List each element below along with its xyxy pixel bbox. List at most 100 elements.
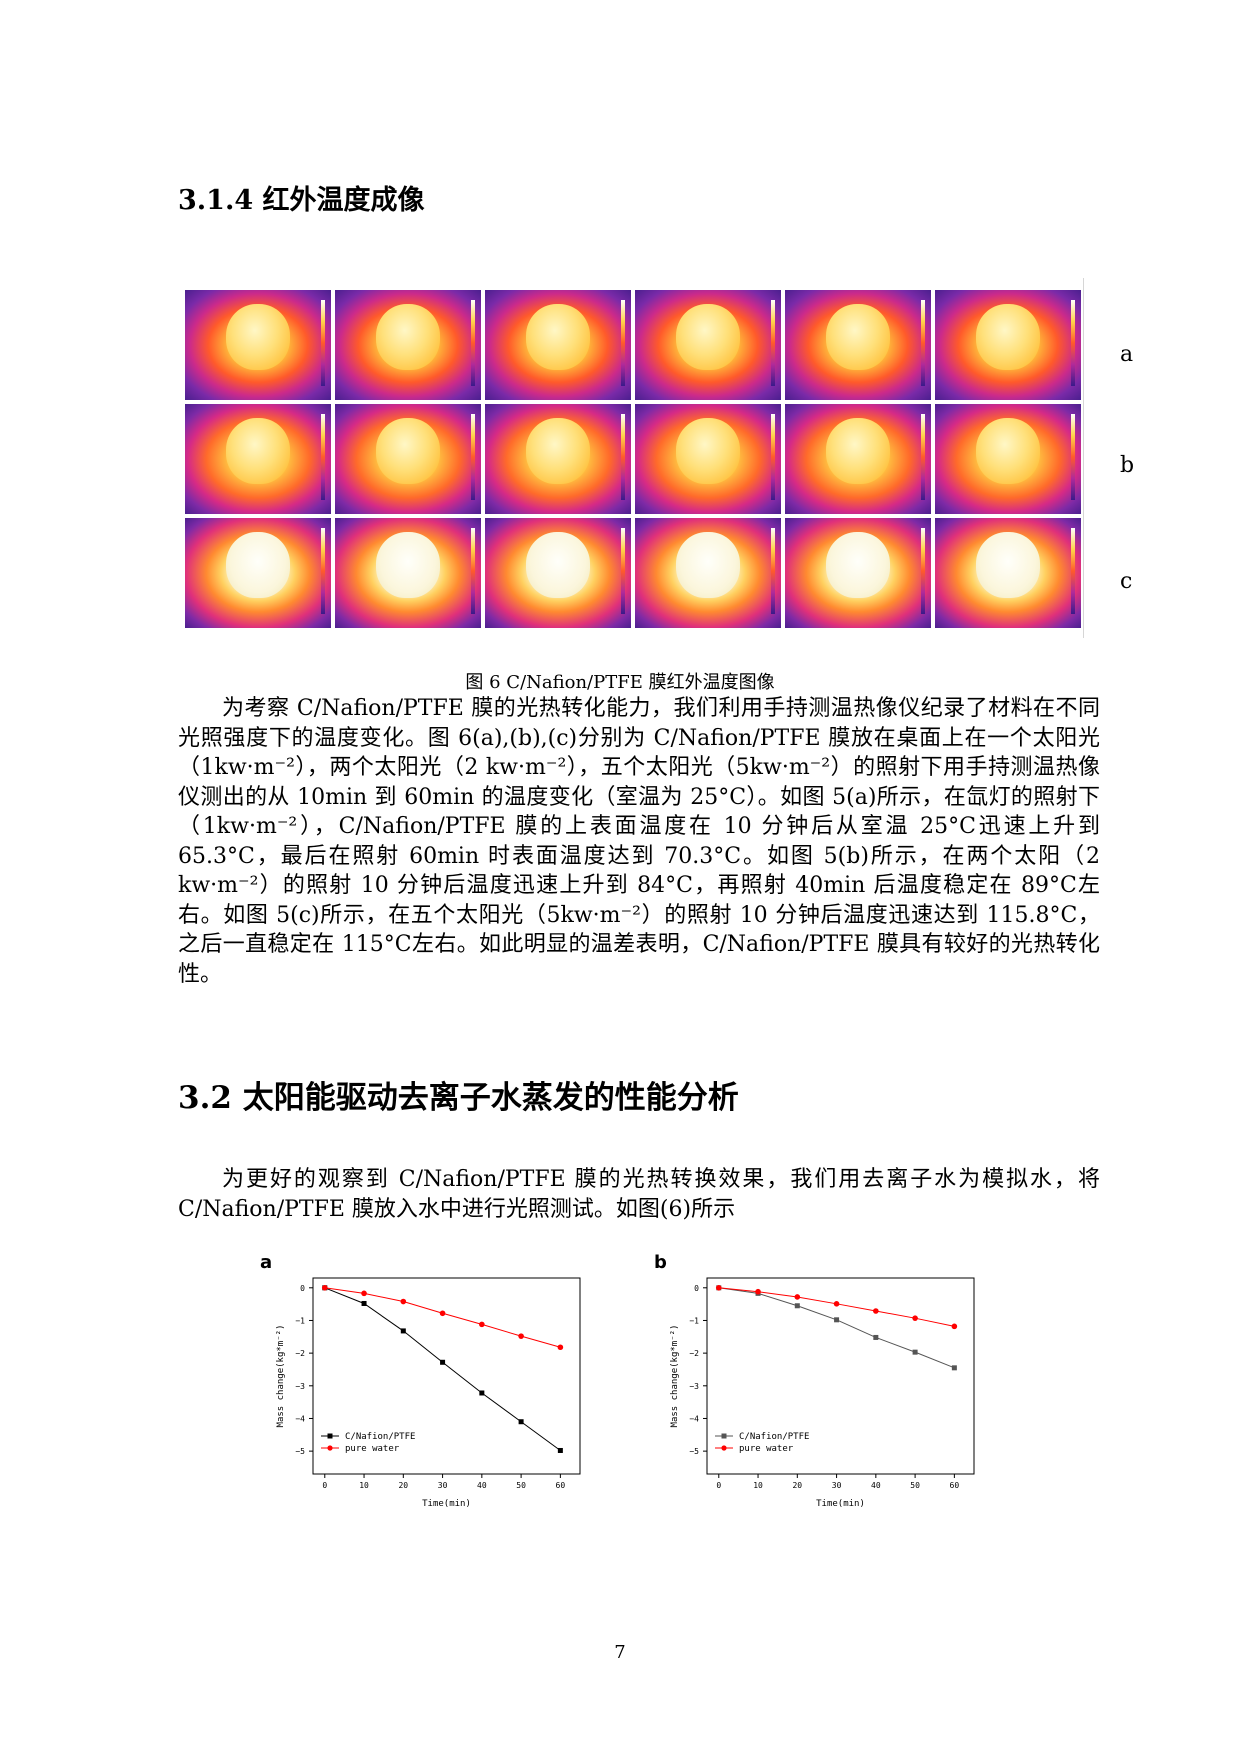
x-tick-label: 10	[359, 1481, 369, 1490]
thermal-image-c-4	[635, 518, 781, 628]
y-tick-label: 0	[300, 1284, 305, 1293]
data-point	[439, 1310, 446, 1317]
thermal-image-c-2	[335, 518, 481, 628]
membrane-hotspot	[526, 304, 590, 370]
image-selection-edge	[1083, 278, 1084, 638]
y-tick-label: −5	[689, 1447, 699, 1456]
y-tick-label: 0	[694, 1284, 699, 1293]
x-tick-label: 20	[398, 1481, 408, 1490]
thermal-image-b-4	[635, 404, 781, 514]
page-number: 7	[614, 1642, 626, 1663]
data-point	[400, 1298, 407, 1305]
temperature-colorbar	[471, 528, 475, 614]
row-label-b: b	[1120, 453, 1135, 478]
data-point	[361, 1290, 367, 1297]
data-point	[557, 1447, 563, 1453]
temperature-colorbar	[771, 300, 775, 386]
x-tick-label: 60	[950, 1481, 960, 1490]
legend-label: C/Nafion/PTFE	[739, 1432, 809, 1442]
y-axis-title: Mass change(kg*m⁻²)	[670, 1325, 680, 1428]
data-point	[833, 1301, 840, 1307]
x-tick-label: 60	[556, 1481, 566, 1490]
temperature-colorbar	[621, 414, 625, 500]
series-line-0	[718, 1287, 955, 1369]
legend-marker	[327, 1433, 333, 1439]
data-point	[873, 1334, 879, 1340]
membrane-hotspot	[976, 418, 1040, 484]
y-tick-label: −2	[689, 1349, 699, 1358]
y-tick-label: −2	[295, 1349, 305, 1358]
membrane-hotspot	[226, 532, 290, 598]
data-point	[873, 1308, 879, 1314]
data-point	[440, 1359, 446, 1365]
thermal-image-a-3	[485, 290, 631, 400]
thermal-image-a-2	[335, 290, 481, 400]
membrane-hotspot	[376, 532, 440, 598]
membrane-hotspot	[226, 418, 290, 484]
data-point	[361, 1300, 367, 1306]
thermal-image-b-2	[335, 404, 481, 514]
membrane-hotspot	[676, 532, 740, 598]
y-tick-label: −1	[689, 1316, 699, 1325]
series-line-1	[324, 1287, 561, 1348]
membrane-hotspot	[226, 304, 290, 370]
legend-marker	[721, 1433, 727, 1439]
y-tick-label: −4	[689, 1414, 699, 1423]
figure-6-caption: 图 6 C/Nafion/PTFE 膜红外温度图像	[465, 672, 775, 693]
temperature-colorbar	[471, 300, 475, 386]
thermal-image-b-5	[785, 404, 931, 514]
x-tick-label: 50	[910, 1481, 920, 1490]
data-point	[794, 1294, 801, 1300]
temperature-colorbar	[771, 414, 775, 500]
thermal-image-b-1	[185, 404, 331, 514]
x-tick-label: 0	[716, 1481, 721, 1490]
data-point	[321, 1285, 328, 1291]
data-point	[557, 1344, 564, 1351]
x-tick-label: 10	[753, 1481, 763, 1490]
temperature-colorbar	[321, 528, 325, 614]
y-tick-label: −1	[295, 1316, 305, 1325]
y-axis-title: Mass change(kg*m⁻²)	[276, 1325, 286, 1428]
mass-change-chart-a: a 0 10 20 30 40 50 60 0 −1 −2 −3 −4 −5 Time(min) Mass c…	[258, 1252, 598, 1517]
temperature-colorbar	[921, 300, 925, 386]
data-point	[951, 1365, 957, 1371]
thermal-image-c-1	[185, 518, 331, 628]
data-point	[755, 1288, 761, 1295]
temperature-colorbar	[321, 300, 325, 386]
x-tick-label: 30	[438, 1481, 448, 1490]
thermal-image-a-4	[635, 290, 781, 400]
plot-frame	[706, 1277, 975, 1475]
row-label-a: a	[1120, 342, 1134, 367]
temperature-colorbar	[771, 528, 775, 614]
panel-label: a	[260, 1252, 272, 1273]
temperature-colorbar	[621, 528, 625, 614]
data-point	[794, 1303, 800, 1309]
thermal-image-a-1	[185, 290, 331, 400]
legend-label: pure water	[739, 1444, 794, 1454]
y-tick-label: −5	[295, 1447, 305, 1456]
x-axis-title: Time(min)	[422, 1499, 471, 1509]
x-axis-title: Time(min)	[816, 1499, 865, 1509]
paragraph-photothermal: 为考察 C/Nafion/PTFE 膜的光热转化能力，我们利用手持测温热像仪纪录…	[178, 696, 1100, 987]
legend-marker	[327, 1445, 333, 1451]
paragraph-evaporation: 为更好的观察到 C/Nafion/PTFE 膜的光热转换效果，我们用去离子水为模…	[178, 1167, 1100, 1222]
thermal-image-b-3	[485, 404, 631, 514]
chart-svg: b 0 10 20 30 40 50 60 0 −1 −2 −3 −4 −5 Time(min) Mass c…	[654, 1252, 975, 1509]
x-tick-label: 40	[871, 1481, 881, 1490]
membrane-hotspot	[676, 418, 740, 484]
legend-marker	[721, 1445, 727, 1451]
data-point	[479, 1390, 485, 1396]
thermal-image-a-6	[935, 290, 1081, 400]
data-point	[912, 1349, 918, 1355]
membrane-hotspot	[526, 532, 590, 598]
chart-svg: a 0 10 20 30 40 50 60 0 −1 −2 −3 −4 −5 Time(min) Mass c…	[260, 1252, 581, 1509]
data-point	[479, 1321, 485, 1328]
temperature-colorbar	[1071, 414, 1075, 500]
mass-change-chart-b: b 0 10 20 30 40 50 60 0 −1 −2 −3 −4 −5 Time(min) Mass c…	[652, 1252, 992, 1517]
data-point	[400, 1328, 406, 1334]
membrane-hotspot	[826, 532, 890, 598]
temperature-colorbar	[921, 414, 925, 500]
temperature-colorbar	[1071, 300, 1075, 386]
plot-frame	[312, 1277, 581, 1475]
y-tick-label: −3	[689, 1382, 699, 1391]
